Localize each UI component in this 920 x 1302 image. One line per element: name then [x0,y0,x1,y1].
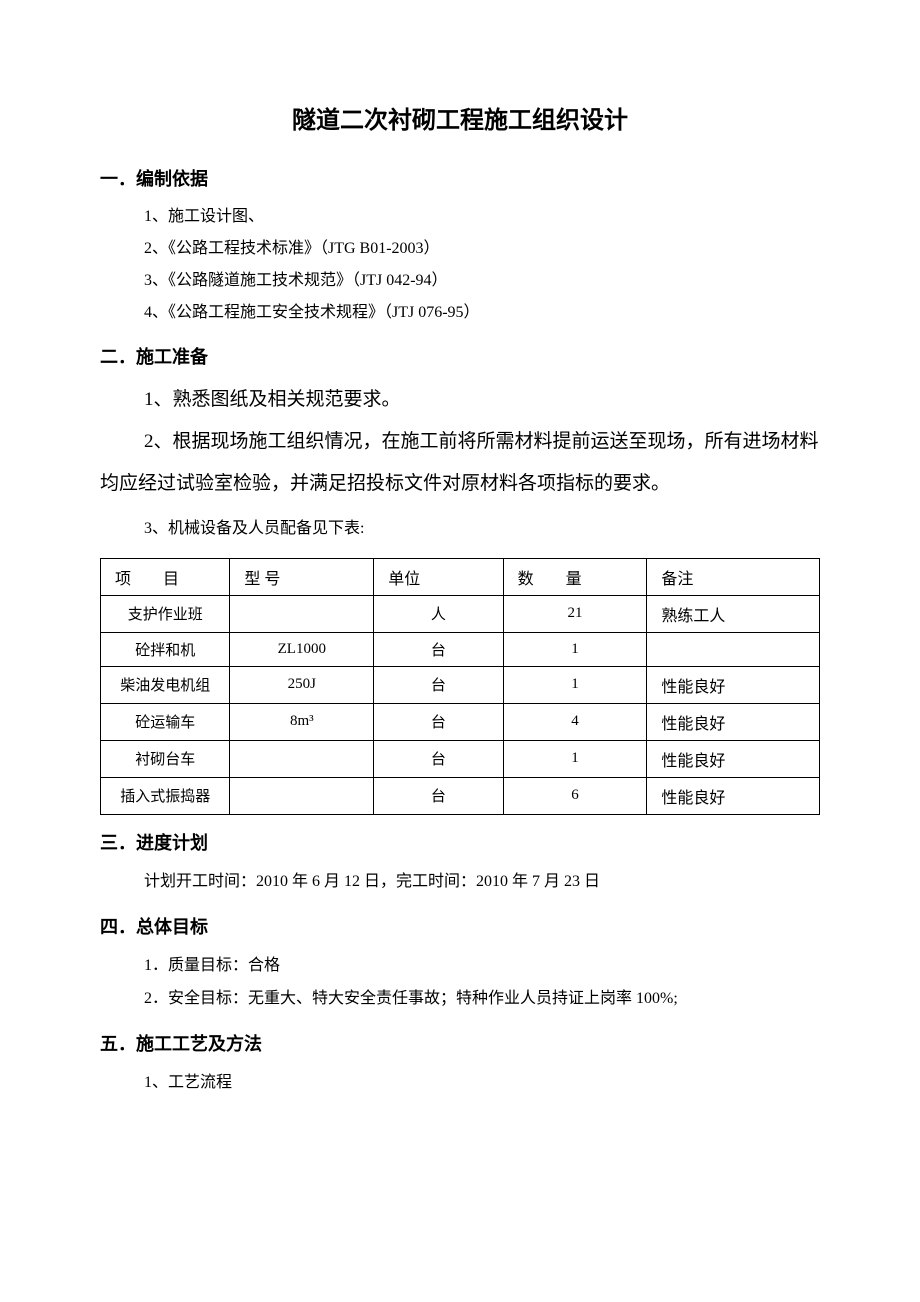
cell-model: ZL1000 [230,632,374,666]
cell-qty: 4 [503,703,647,740]
cell-remark [647,632,820,666]
cell-model [230,740,374,777]
s1-item: 1、施工设计图、 [144,201,820,233]
table-row: 柴油发电机组 250J 台 1 性能良好 [101,666,820,703]
cell-qty: 6 [503,777,647,814]
s1-item: 2、《公路工程技术标准》（JTG B01-2003） [144,233,820,265]
cell-qty: 1 [503,740,647,777]
th-remark: 备注 [647,558,820,595]
table-body: 支护作业班 人 21 熟练工人 砼拌和机 ZL1000 台 1 柴油发电机组 2… [101,595,820,814]
cell-model [230,595,374,632]
cell-unit: 台 [374,703,503,740]
th-qty: 数 量 [503,558,647,595]
cell-item: 柴油发电机组 [101,666,230,703]
cell-unit: 台 [374,632,503,666]
table-row: 砼拌和机 ZL1000 台 1 [101,632,820,666]
cell-unit: 台 [374,777,503,814]
s1-item: 4、《公路工程施工安全技术规程》（JTJ 076-95） [144,297,820,329]
table-header-row: 项 目 型 号 单位 数 量 备注 [101,558,820,595]
equipment-table: 项 目 型 号 单位 数 量 备注 支护作业班 人 21 熟练工人 砼拌和机 Z… [100,558,820,815]
section-3-heading: 三．进度计划 [100,829,820,855]
cell-remark: 性能良好 [647,703,820,740]
s4-item: 1．质量目标：合格 [144,949,820,983]
s4-item: 2．安全目标：无重大、特大安全责任事故；特种作业人员持证上岗率 100%; [144,982,820,1016]
section-1-heading: 一．编制依据 [100,165,820,191]
cell-unit: 人 [374,595,503,632]
cell-unit: 台 [374,666,503,703]
th-model: 型 号 [230,558,374,595]
s2-item-3: 3、机械设备及人员配备见下表: [144,512,820,546]
cell-item: 衬砌台车 [101,740,230,777]
cell-unit: 台 [374,740,503,777]
cell-remark: 性能良好 [647,666,820,703]
table-row: 砼运输车 8m³ 台 4 性能良好 [101,703,820,740]
table-row: 衬砌台车 台 1 性能良好 [101,740,820,777]
table-row: 插入式振捣器 台 6 性能良好 [101,777,820,814]
s3-text: 计划开工时间：2010 年 6 月 12 日，完工时间：2010 年 7 月 2… [144,865,820,899]
cell-model: 8m³ [230,703,374,740]
s2-item-1: 1、熟悉图纸及相关规范要求。 [144,379,820,421]
th-unit: 单位 [374,558,503,595]
section-5-heading: 五．施工工艺及方法 [100,1030,820,1056]
cell-qty: 1 [503,632,647,666]
section-4-heading: 四．总体目标 [100,913,820,939]
cell-item: 砼拌和机 [101,632,230,666]
cell-model [230,777,374,814]
cell-remark: 熟练工人 [647,595,820,632]
cell-item: 砼运输车 [101,703,230,740]
s5-item: 1、工艺流程 [144,1066,820,1100]
cell-model: 250J [230,666,374,703]
s2-item-2: 2、根据现场施工组织情况，在施工前将所需材料提前运送至现场，所有进场材料均应经过… [100,421,820,505]
th-item: 项 目 [101,558,230,595]
cell-remark: 性能良好 [647,777,820,814]
cell-qty: 1 [503,666,647,703]
cell-remark: 性能良好 [647,740,820,777]
cell-item: 支护作业班 [101,595,230,632]
table-row: 支护作业班 人 21 熟练工人 [101,595,820,632]
cell-item: 插入式振捣器 [101,777,230,814]
s1-item: 3、《公路隧道施工技术规范》（JTJ 042-94） [144,265,820,297]
cell-qty: 21 [503,595,647,632]
document-title: 隧道二次衬砌工程施工组织设计 [100,100,820,135]
section-2-heading: 二．施工准备 [100,343,820,369]
